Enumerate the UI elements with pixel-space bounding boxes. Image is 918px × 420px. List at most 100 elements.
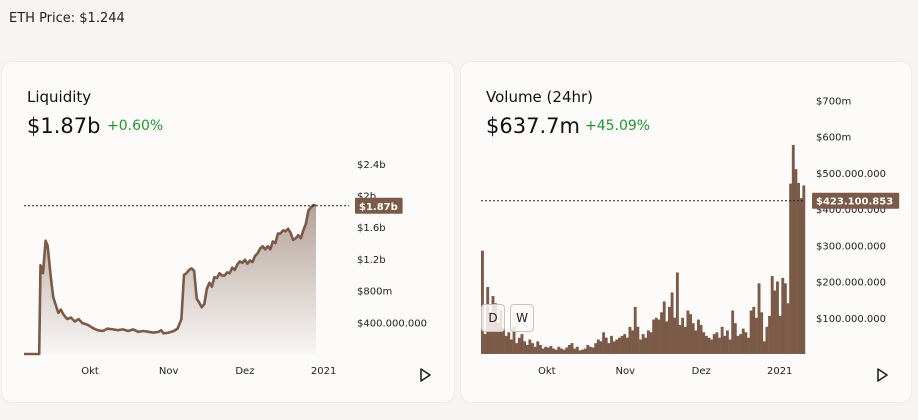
volume-bar [757,283,761,354]
volume-bar [665,321,669,354]
volume-bar [778,315,782,354]
volume-bar [668,306,671,354]
volume-bar [523,341,527,354]
play-icon[interactable] [417,367,433,383]
current-value-tag-text: $423.100.853 [816,197,893,208]
volume-bar [689,314,692,354]
volume-bar [776,281,779,354]
volume-bar [673,317,677,354]
volume-bar [744,332,748,354]
volume-bar [623,334,627,354]
volume-bar [718,337,721,354]
volume-bar [502,328,505,354]
volume-bar [681,317,685,354]
volume-bar [725,330,729,354]
volume-bar [565,347,569,354]
volume-value: $637.7m [486,114,580,138]
volume-bar [644,337,648,354]
volume-bar [731,310,735,354]
volume-bar [649,332,653,354]
volume-bar [678,325,682,354]
volume-bar [596,339,600,354]
x-tick-label: Dez [692,366,711,377]
x-tick-label: Nov [616,366,636,377]
volume-bar [646,330,650,354]
volume-bar [657,319,661,354]
volume-bar [536,341,540,354]
volume-bar [562,349,566,354]
volume-bar [641,334,645,354]
volume-card: $100.000.000 $200.000.000 $300.000.000 $400… [461,62,911,402]
y-tick-label: $1.6b [357,223,386,234]
y-tick-label: $1.2b [357,255,386,266]
volume-bar [515,343,519,354]
y-tick-label: $300.000.000 [816,241,886,252]
x-tick-label: Dez [235,366,254,377]
volume-bar [570,343,574,354]
volume-bar [660,312,663,354]
volume-bar [615,339,619,354]
volume-bar [670,292,674,354]
volume-bar [747,337,750,354]
x-tick-label: Okt [81,366,99,377]
volume-bar [517,337,521,354]
volume-bar [749,310,753,354]
liquidity-area [24,205,316,354]
weekly-toggle-button[interactable]: W [510,304,534,332]
volume-bar [586,344,590,354]
volume-bar [610,335,613,354]
current-value-tag [812,192,900,209]
volume-bar [620,335,624,354]
volume-bar [544,346,548,354]
volume-bar [602,332,606,354]
volume-bar [520,334,524,354]
volume-bar [773,290,777,354]
play-icon[interactable] [874,367,890,383]
liquidity-change: +0.60% [107,118,164,134]
x-tick-label: Okt [538,366,556,377]
current-value-tag-text: $1.87b [359,202,398,213]
volume-bar [599,341,603,354]
y-tick-label: $2b [357,192,376,203]
volume-bar [733,323,737,354]
volume-bar [720,326,724,354]
volume-bar [741,328,745,354]
y-tick-label: $400.000.000 [816,205,886,216]
volume-bar [794,169,798,354]
y-tick-label: $700m [816,96,851,107]
volume-bar [652,319,656,354]
daily-toggle-button[interactable]: D [481,304,505,332]
volume-bar [617,337,621,354]
y-tick-label: $400.000.000 [357,318,427,329]
volume-bar [531,343,534,354]
volume-bar [589,346,592,354]
volume-bar [554,349,558,354]
eth-price-label: ETH Price: $1.244 [9,11,125,26]
volume-bar [612,341,616,354]
volume-bar [507,332,511,354]
volume-bar [504,335,508,354]
volume-bar [802,185,806,354]
volume-bar [728,339,732,354]
volume-bar [512,326,516,354]
volume-bar [525,344,529,354]
volume-bar [691,323,695,354]
y-tick-label: $600m [816,133,851,144]
volume-bar [578,350,582,354]
y-tick-label: $200.000.000 [816,278,886,289]
volume-bar [581,349,584,354]
volume-bar [631,330,635,354]
y-tick-label: $500.000.000 [816,169,886,180]
volume-bar [533,346,537,354]
volume-bar [557,346,561,354]
volume-bar [575,346,579,354]
liquidity-card: $400.000.000 $800m $1.2b $1.6b $2b $2.4b Okt No… [2,62,454,402]
volume-bar [636,326,640,354]
liquidity-title: Liquidity [27,88,92,106]
volume-bar [786,303,790,354]
volume-bar [546,347,550,354]
volume-chart: $100.000.000 $200.000.000 $300.000.000 $400… [481,96,900,377]
volume-bar [654,317,658,354]
volume-change: +45.09% [585,118,651,134]
volume-bar [488,312,492,354]
